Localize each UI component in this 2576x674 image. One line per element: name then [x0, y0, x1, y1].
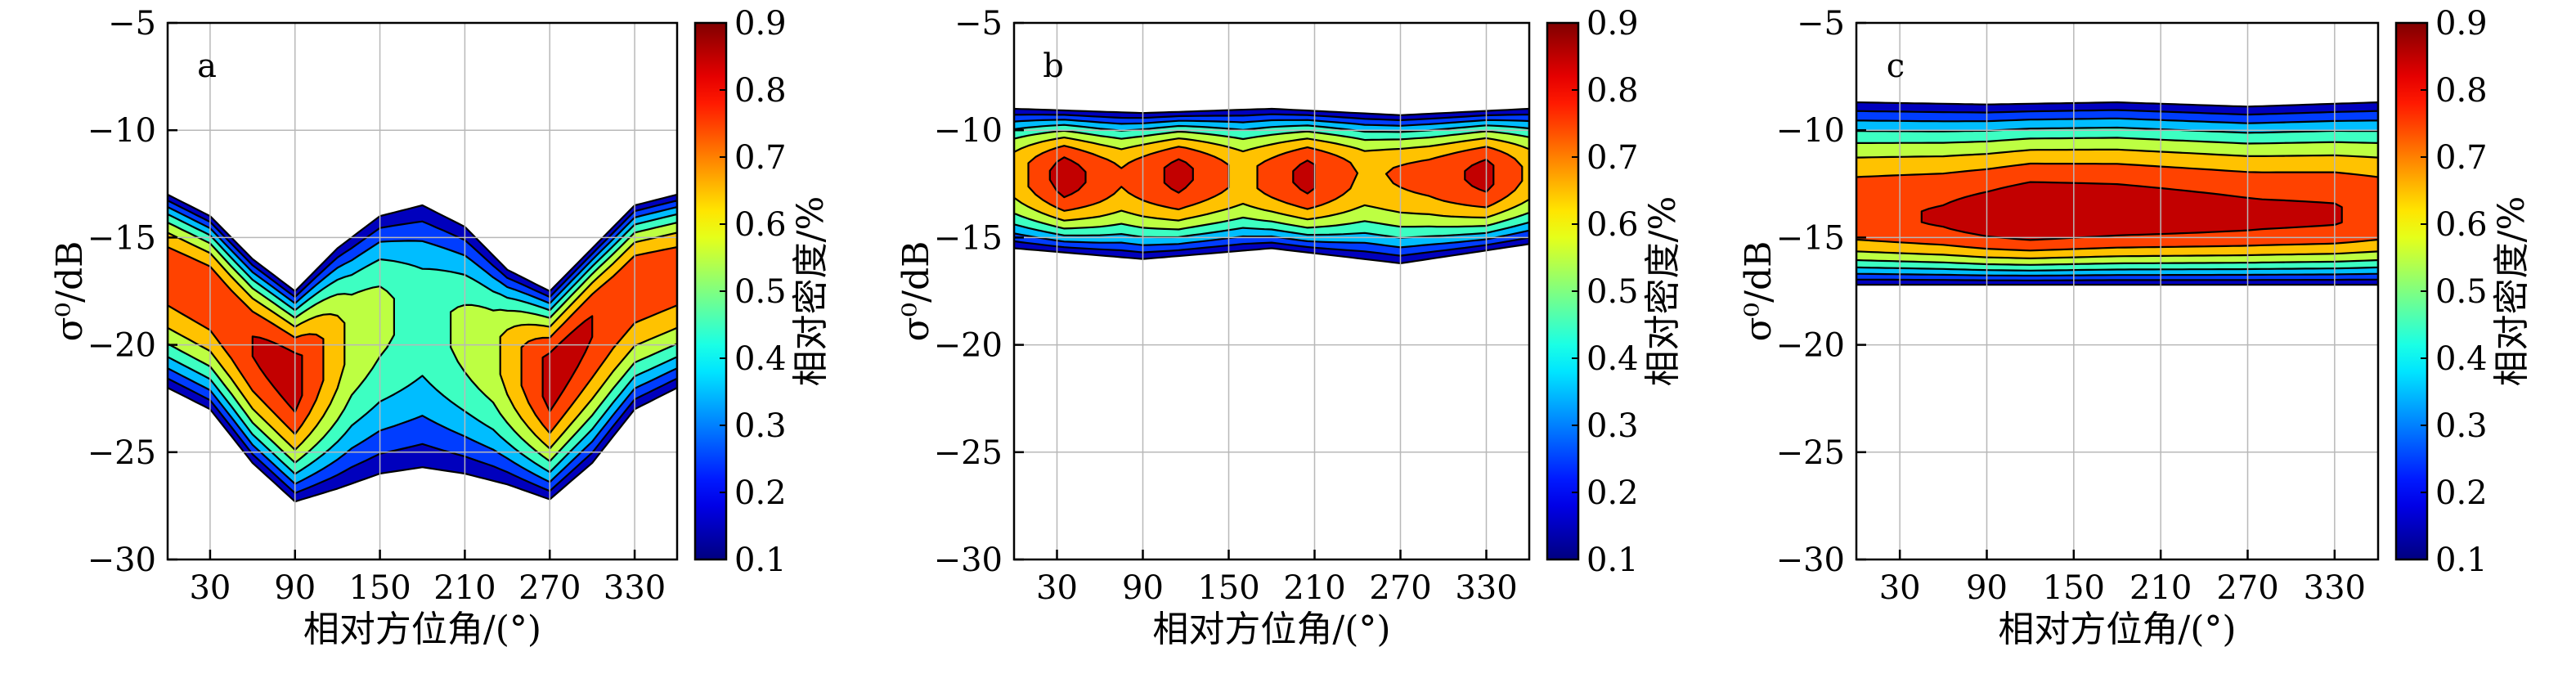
x-tick-label: 210 [1283, 569, 1345, 607]
x-tick-label: 210 [2129, 569, 2192, 607]
colorbar-tick-label: 0.4 [2435, 340, 2488, 378]
colorbar-tick-label: 0.2 [734, 474, 787, 512]
colorbar-label: 相对密度/% [790, 196, 832, 387]
panel-label: b [1043, 47, 1064, 85]
y-tick-label: −5 [1797, 5, 1845, 43]
colorbar-tick-label: 0.5 [734, 273, 787, 311]
contour-band-8 [1163, 158, 1194, 194]
colorbar-tick-label: 0.3 [1586, 407, 1639, 445]
y-axis-label: σ⁰/dB [1738, 241, 1779, 342]
panel-label: c [1887, 47, 1905, 85]
y-axis-label: σ⁰/dB [895, 241, 937, 342]
y-tick-label: −10 [1776, 112, 1845, 150]
y-tick-label: −10 [934, 112, 1003, 150]
colorbar-tick-label: 0.1 [1586, 541, 1639, 579]
density-field [1014, 107, 1529, 264]
x-tick-label: 30 [1036, 569, 1078, 607]
panel-label: a [197, 47, 217, 85]
colorbar-tick-label: 0.2 [1586, 474, 1639, 512]
axes-frame [1855, 21, 2380, 561]
x-tick-label: 30 [189, 569, 231, 607]
x-axis-label: 相对方位角/(°) [1152, 609, 1390, 650]
y-tick-label: −10 [88, 112, 156, 150]
colorbar-tick-label: 0.9 [2435, 5, 2488, 43]
x-tick-label: 270 [2216, 569, 2278, 607]
colorbar-tick-label: 0.8 [2435, 72, 2488, 110]
x-tick-label: 270 [1369, 569, 1431, 607]
colorbar-tick-label: 0.6 [734, 206, 787, 244]
x-tick-label: 330 [2304, 569, 2366, 607]
y-tick-label: −25 [88, 434, 156, 472]
panel-c: 30 90 150 210 270 330 −5 −10 −15 −20 −25 −30 c 相对方位角/… [1738, 5, 2533, 650]
x-tick-label: 90 [1966, 569, 2008, 607]
plot-area [1014, 23, 1529, 559]
colorbar-tick-label: 0.4 [734, 340, 787, 378]
colorbar-tick-label: 0.9 [734, 5, 787, 43]
x-tick-label: 30 [1879, 569, 1921, 607]
y-tick-label: −15 [88, 219, 156, 257]
y-tick-label: −5 [954, 5, 1003, 43]
x-tick-label: 150 [348, 569, 411, 607]
colorbar-tick-label: 0.3 [734, 407, 787, 445]
colorbar-tick-label: 0.9 [1586, 5, 1639, 43]
x-tick-label: 150 [1197, 569, 1259, 607]
colorbar-tick-label: 0.3 [2435, 407, 2488, 445]
axes-frame [166, 21, 679, 561]
contour-band-8 [541, 315, 594, 413]
x-tick-label: 210 [433, 569, 496, 607]
colorbar-tick-label: 0.2 [2435, 474, 2488, 512]
x-axis-label: 相对方位角/(°) [303, 609, 541, 650]
y-tick-label: −30 [1776, 541, 1845, 579]
colorbar-tick-label: 0.4 [1586, 340, 1639, 378]
panel-b: 30 90 150 210 270 330 −5 −10 −15 −20 −25 −30 b 相对方位角/… [895, 5, 1684, 650]
y-tick-label: −25 [934, 434, 1003, 472]
contour-band-8 [1920, 181, 2343, 241]
y-tick-label: −15 [1776, 219, 1845, 257]
y-tick-label: −30 [88, 541, 156, 579]
y-tick-label: −20 [934, 327, 1003, 365]
colorbar-tick-label: 0.8 [1586, 72, 1639, 110]
panel-a: 30 90 150 210 270 330 −5 −10 −15 −20 −25 −30 a 相对方位角/… [49, 5, 832, 650]
y-tick-label: −5 [108, 5, 156, 43]
x-tick-label: 330 [1455, 569, 1517, 607]
colorbar-tick-label: 0.5 [1586, 273, 1639, 311]
colorbar-tick-label: 0.6 [2435, 206, 2488, 244]
x-tick-label: 90 [1122, 569, 1164, 607]
x-axis-label: 相对方位角/(°) [1998, 609, 2236, 650]
contour-band-8 [251, 335, 303, 413]
colorbar-tick-label: 0.1 [734, 541, 787, 579]
x-tick-label: 90 [274, 569, 316, 607]
y-tick-label: −15 [934, 219, 1003, 257]
colorbar-tick-label: 0.6 [1586, 206, 1639, 244]
colorbar-tick-label: 0.7 [2435, 139, 2488, 177]
colorbar-tick-label: 0.5 [2435, 273, 2488, 311]
colorbar-tick-label: 0.7 [1586, 139, 1639, 177]
colorbar-label: 相对密度/% [2491, 196, 2533, 387]
colorbar-tick-label: 0.7 [734, 139, 787, 177]
colorbar-label: 相对密度/% [1642, 196, 1684, 387]
y-tick-label: −30 [934, 541, 1003, 579]
x-tick-label: 330 [604, 569, 666, 607]
x-tick-label: 270 [518, 569, 581, 607]
y-tick-label: −20 [1776, 327, 1845, 365]
axes-frame [1012, 21, 1531, 561]
y-axis-label: σ⁰/dB [49, 241, 91, 342]
y-tick-label: −20 [88, 327, 156, 365]
colorbar-tick-label: 0.1 [2435, 541, 2488, 579]
y-tick-label: −25 [1776, 434, 1845, 472]
colorbar-tick-label: 0.8 [734, 72, 787, 110]
x-tick-label: 150 [2043, 569, 2105, 607]
